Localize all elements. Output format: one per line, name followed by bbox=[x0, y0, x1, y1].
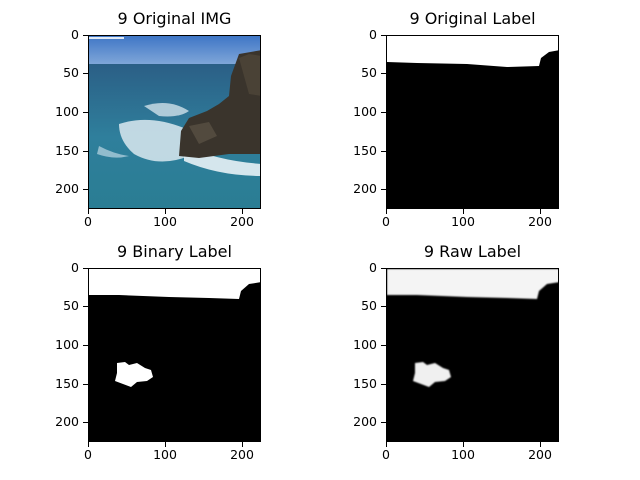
panel-title: 9 Raw Label bbox=[423, 242, 522, 261]
x-tick bbox=[88, 209, 89, 214]
x-tick bbox=[165, 442, 166, 447]
x-tick-label: 100 bbox=[451, 214, 475, 229]
image-original-label bbox=[386, 35, 559, 209]
y-tick-label: 100 bbox=[55, 104, 79, 119]
image-original bbox=[88, 35, 261, 209]
mask-binary-label bbox=[89, 269, 260, 441]
y-tick-label: 0 bbox=[369, 260, 377, 275]
y-tick bbox=[381, 112, 386, 113]
y-tick-label: 50 bbox=[361, 65, 377, 80]
y-tick bbox=[83, 151, 88, 152]
x-tick-label: 0 bbox=[84, 214, 92, 229]
x-tick-label: 200 bbox=[528, 447, 552, 462]
y-tick-label: 0 bbox=[71, 260, 79, 275]
y-tick bbox=[83, 112, 88, 113]
panel-binary-label: 9 Binary Label 0 50 100 150 200 0 100 20… bbox=[55, 242, 261, 462]
y-tick-label: 0 bbox=[71, 27, 79, 42]
y-tick-label: 200 bbox=[55, 414, 79, 429]
x-tick-label: 0 bbox=[382, 214, 390, 229]
y-tick bbox=[381, 151, 386, 152]
y-tick bbox=[381, 384, 386, 385]
panel-original-img: 9 Original IMG bbox=[55, 9, 261, 229]
x-tick bbox=[242, 442, 243, 447]
x-tick bbox=[463, 209, 464, 214]
y-tick bbox=[83, 35, 88, 36]
panel-title: 9 Original Label bbox=[409, 9, 536, 28]
y-tick-label: 50 bbox=[63, 65, 79, 80]
x-tick-label: 200 bbox=[230, 447, 254, 462]
y-tick bbox=[83, 384, 88, 385]
image-raw-label bbox=[386, 268, 559, 442]
x-tick bbox=[386, 442, 387, 447]
y-tick bbox=[381, 189, 386, 190]
y-tick bbox=[83, 268, 88, 269]
x-tick-label: 100 bbox=[153, 447, 177, 462]
x-tick bbox=[88, 442, 89, 447]
y-tick-label: 50 bbox=[361, 298, 377, 313]
y-tick-label: 150 bbox=[353, 143, 377, 158]
x-tick bbox=[165, 209, 166, 214]
x-tick bbox=[540, 442, 541, 447]
y-tick bbox=[83, 306, 88, 307]
y-tick-label: 100 bbox=[55, 337, 79, 352]
y-tick bbox=[381, 306, 386, 307]
image-binary-label bbox=[88, 268, 261, 442]
y-tick-label: 150 bbox=[55, 376, 79, 391]
x-tick bbox=[540, 209, 541, 214]
y-tick bbox=[381, 268, 386, 269]
x-tick bbox=[463, 442, 464, 447]
panel-original-label: 9 Original Label 0 50 100 150 200 0 100 … bbox=[353, 9, 559, 229]
photo-seascape bbox=[89, 36, 260, 208]
x-tick bbox=[386, 209, 387, 214]
panel-title: 9 Original IMG bbox=[117, 9, 232, 28]
x-tick-label: 100 bbox=[451, 447, 475, 462]
y-tick bbox=[381, 73, 386, 74]
y-tick bbox=[381, 35, 386, 36]
y-tick-label: 150 bbox=[353, 376, 377, 391]
x-tick-label: 0 bbox=[84, 447, 92, 462]
y-tick bbox=[83, 73, 88, 74]
x-tick-label: 200 bbox=[230, 214, 254, 229]
y-tick-label: 200 bbox=[353, 181, 377, 196]
y-tick bbox=[381, 345, 386, 346]
y-tick bbox=[83, 189, 88, 190]
y-tick-label: 100 bbox=[353, 104, 377, 119]
x-tick-label: 200 bbox=[528, 214, 552, 229]
panel-title: 9 Binary Label bbox=[117, 242, 232, 261]
y-tick-label: 150 bbox=[55, 143, 79, 158]
x-tick-label: 100 bbox=[153, 214, 177, 229]
x-tick-label: 0 bbox=[382, 447, 390, 462]
y-tick-label: 200 bbox=[353, 414, 377, 429]
y-tick bbox=[381, 422, 386, 423]
panel-raw-label: 9 Raw Label 0 50 100 150 200 0 bbox=[353, 242, 559, 462]
y-tick-label: 50 bbox=[63, 298, 79, 313]
y-tick-label: 200 bbox=[55, 181, 79, 196]
mask-raw-label bbox=[387, 269, 558, 441]
y-tick bbox=[83, 422, 88, 423]
y-tick bbox=[83, 345, 88, 346]
y-tick-label: 0 bbox=[369, 27, 377, 42]
y-tick-label: 100 bbox=[353, 337, 377, 352]
mask-original-label bbox=[387, 36, 558, 208]
x-tick bbox=[242, 209, 243, 214]
